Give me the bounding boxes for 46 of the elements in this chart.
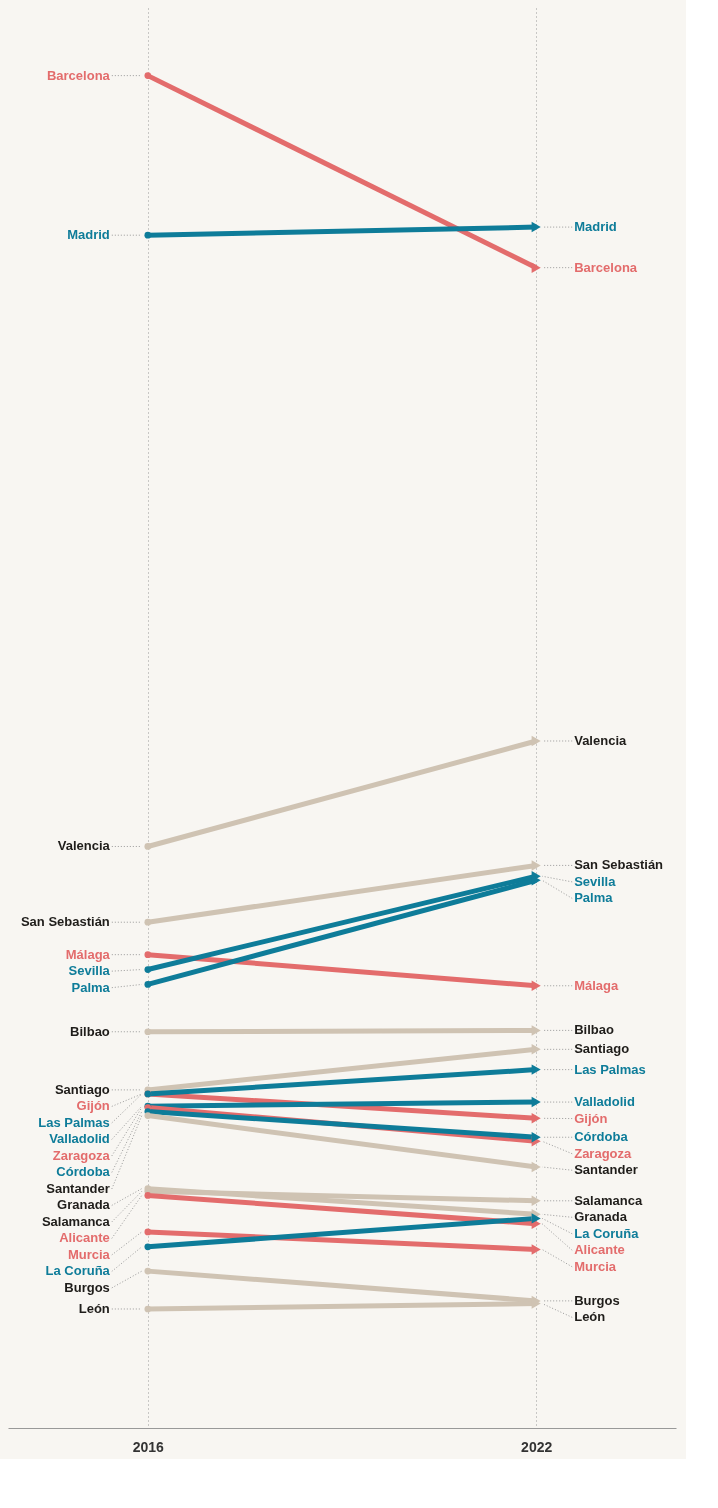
text: Valencia — [57, 838, 110, 854]
text: Santiago — [54, 1081, 110, 1097]
text: Madrid — [67, 227, 110, 243]
text: Palma — [574, 890, 613, 906]
text: Córdoba — [574, 1129, 629, 1145]
text: San Sebastián — [574, 857, 664, 873]
text: Madrid — [574, 219, 617, 235]
text: Salamanca — [574, 1192, 643, 1208]
text: Murcia — [67, 1246, 110, 1262]
text: Zaragoza — [574, 1145, 633, 1161]
text: Valencia — [574, 732, 627, 748]
text: Burgos — [64, 1279, 110, 1295]
text: León — [78, 1300, 110, 1316]
text: Murcia — [574, 1258, 617, 1274]
text: Sevilla — [574, 873, 617, 889]
text: Málaga — [65, 946, 110, 962]
text: Santiago — [574, 1041, 630, 1057]
text: Málaga — [574, 977, 620, 993]
text: Las Palmas — [574, 1061, 646, 1077]
text: Barcelona — [574, 259, 638, 275]
text: Santander — [46, 1180, 110, 1196]
text: San Sebastián — [20, 914, 110, 930]
x-tick-label: 2016 — [132, 1438, 165, 1455]
text: Zaragoza — [52, 1147, 110, 1163]
text: Burgos — [574, 1292, 620, 1308]
text: Sevilla — [68, 963, 110, 979]
text: Las Palmas — [38, 1114, 110, 1130]
x-tick-label: 2022 — [521, 1438, 553, 1455]
text: Granada — [57, 1197, 110, 1213]
text: Bilbao — [574, 1022, 614, 1038]
text: Gijón — [76, 1098, 110, 1114]
text: Salamanca — [41, 1213, 110, 1229]
text: Barcelona — [46, 67, 110, 83]
text: Valladolid — [574, 1094, 635, 1110]
text: Granada — [574, 1209, 628, 1225]
text: Bilbao — [70, 1023, 110, 1039]
text: Santander — [574, 1162, 638, 1178]
text: León — [574, 1309, 606, 1325]
text: Palma — [71, 979, 111, 995]
text: Valladolid — [49, 1131, 110, 1147]
text: La Coruña — [45, 1263, 110, 1279]
text: Gijón — [574, 1110, 608, 1126]
text: Córdoba — [56, 1164, 110, 1180]
text: Alicante — [59, 1230, 110, 1246]
text: Alicante — [574, 1242, 625, 1258]
text: La Coruña — [574, 1225, 640, 1241]
